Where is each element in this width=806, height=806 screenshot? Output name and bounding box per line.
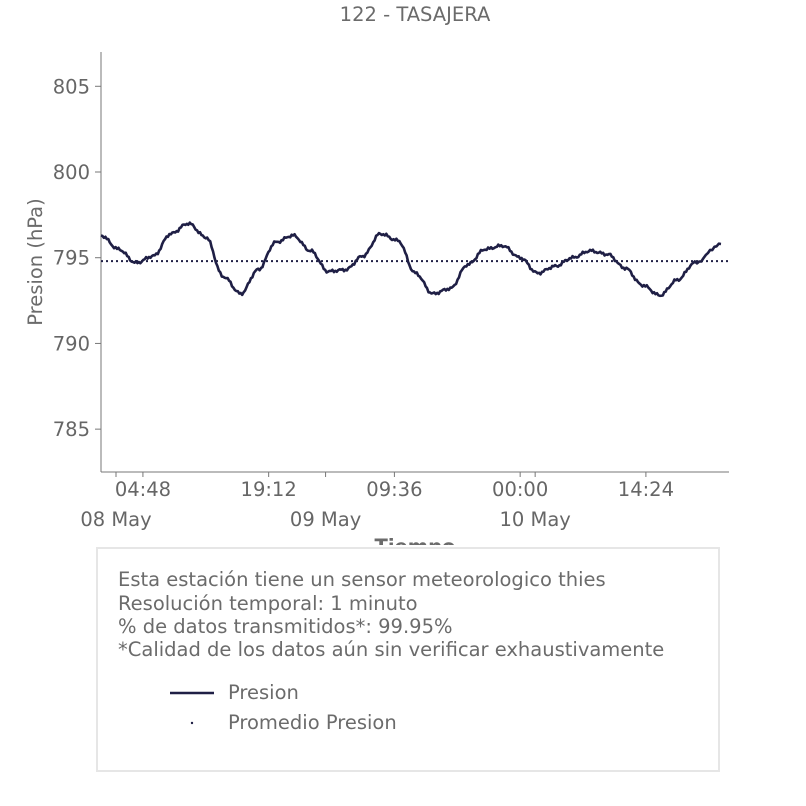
y-tick-label: 790 [53, 332, 90, 355]
info-box: Esta estación tiene un sensor meteorolog… [96, 547, 720, 772]
x-axis-label: Tiempo [375, 535, 456, 545]
x-minor-tick-label: 09:36 [366, 478, 422, 501]
pressure-chart: 122 - TASAJERA Presion (hPa) 785 790 795 80… [24, 3, 729, 545]
y-tick-label: 785 [53, 418, 90, 441]
note-quality: *Calidad de los datos aún sin verificar … [118, 638, 665, 661]
note-transmitted: % de datos transmitidos*: 99.95% [118, 615, 453, 638]
legend-solid-line-icon [170, 691, 214, 695]
x-major-tick-label: 08 May [80, 508, 151, 531]
legend-label-promedio: Promedio Presion [228, 711, 397, 734]
x-minor-tick-label: 14:24 [618, 478, 674, 501]
y-tick-label: 795 [53, 247, 90, 270]
x-major-tick-label: 10 May [499, 508, 570, 531]
legend-label-presion: Presion [228, 681, 299, 704]
y-tick-label: 800 [53, 161, 90, 184]
x-minor-tick-label: 19:12 [241, 478, 297, 501]
y-tick-label: 805 [53, 75, 90, 98]
x-major-tick-label: 09 May [290, 508, 361, 531]
x-minor-tick-label: 04:48 [115, 478, 171, 501]
note-sensor: Esta estación tiene un sensor meteorolog… [118, 568, 606, 591]
x-minor-tick-label: 00:00 [492, 478, 548, 501]
pressure-series-line [100, 221, 722, 298]
note-resolution: Resolución temporal: 1 minuto [118, 592, 418, 615]
chart-title: 122 - TASAJERA [340, 3, 491, 26]
legend-dot-icon [190, 721, 194, 725]
y-axis-label: Presion (hPa) [24, 198, 47, 325]
